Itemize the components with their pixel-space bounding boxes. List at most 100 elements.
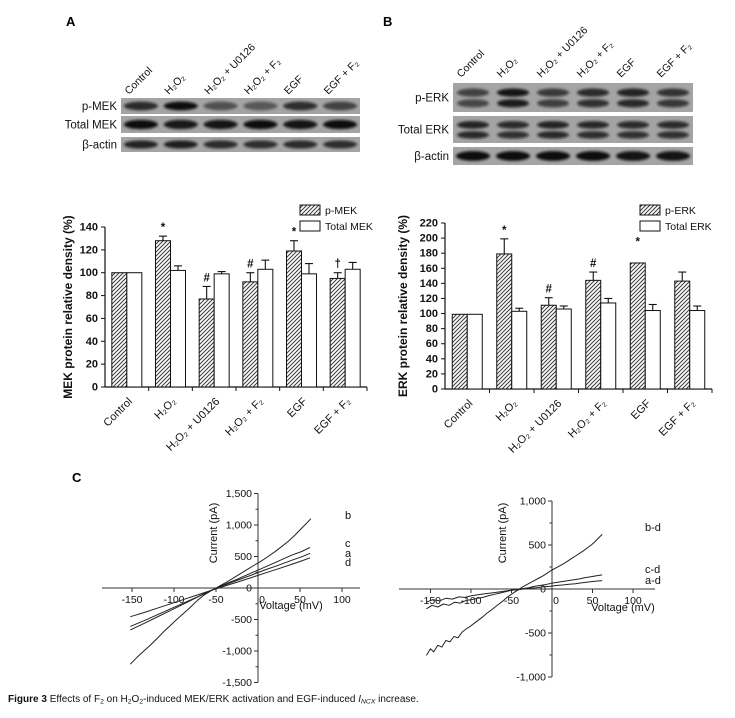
caption-text: -induced MEK/ERK activation and EGF-indu… — [143, 694, 359, 705]
lane-label: H₂O₂ + F₂ — [242, 56, 283, 97]
curve-a-d — [426, 580, 603, 603]
y-tick-label: -1,500 — [222, 677, 252, 689]
blot-band — [656, 151, 690, 161]
bar-p-mek — [111, 272, 128, 388]
blot-band — [657, 99, 689, 108]
y-tick-label: 20 — [86, 359, 98, 371]
blot-band — [617, 99, 649, 108]
significance-marker: * — [161, 222, 166, 234]
y-tick-label: 160 — [420, 263, 438, 275]
lane-label: EGF — [282, 73, 306, 97]
blot-strip — [453, 83, 693, 112]
blot-band — [243, 140, 278, 149]
bar-p-erk — [585, 279, 602, 390]
blot-band — [537, 121, 569, 129]
lane-label: H₂O₂ — [162, 72, 187, 97]
x-tick-label: 100 — [333, 594, 351, 606]
y-tick-label: -500 — [231, 614, 252, 626]
blot-strip-shade — [453, 116, 693, 143]
blot-band — [576, 151, 610, 161]
blot-band — [497, 131, 529, 139]
bar-total-mek — [213, 273, 230, 388]
blot-band — [323, 140, 358, 149]
legend-swatch — [639, 220, 661, 232]
blot-band — [537, 131, 569, 139]
bar-p-erk — [451, 313, 468, 390]
legend-label: p-MEK — [325, 205, 357, 217]
blot-band — [577, 131, 609, 139]
category-label: Control — [442, 398, 476, 432]
blot-band — [617, 121, 649, 129]
bar-p-erk — [629, 262, 646, 390]
category-label: EGF + F₂ — [657, 398, 698, 439]
category-label: H₂O₂ + F₂ — [566, 398, 609, 441]
y-axis-title: MEK protein relative density (%) — [61, 215, 75, 398]
panel-b-bar-chart: 0 20 40 60 80 100 120 140 160 180 200 220 ERK protei… — [396, 204, 713, 456]
blot-band — [657, 121, 689, 129]
y-tick-label: 0 — [432, 384, 438, 396]
bar-total-erk — [644, 310, 661, 390]
bar-p-mek — [198, 298, 215, 388]
blot-band — [243, 101, 278, 111]
blot-row-label: p-ERK — [415, 93, 449, 105]
blot-row-label: β-actin — [82, 140, 117, 152]
blot-band — [617, 131, 649, 139]
y-tick-label: 500 — [234, 551, 252, 563]
x-tick-label: -50 — [504, 595, 519, 607]
legend-swatch — [299, 204, 321, 216]
curve-label: b — [345, 510, 351, 522]
category-label: EGF + F₂ — [312, 396, 353, 437]
blot-band — [283, 101, 318, 111]
y-tick-label: 40 — [426, 353, 438, 365]
curve-label: c-d — [645, 564, 660, 576]
blot-band — [163, 140, 198, 149]
bar-total-mek — [126, 272, 143, 388]
x-tick-label: -50 — [208, 594, 223, 606]
significance-marker: # — [590, 258, 597, 270]
blot-band — [457, 131, 489, 139]
lane-label: EGF — [615, 56, 639, 80]
blot-band — [617, 88, 649, 97]
blot-band — [497, 88, 529, 97]
y-tick-label: -1,000 — [516, 672, 546, 684]
bar-p-mek — [155, 240, 171, 388]
bar-total-erk — [466, 313, 483, 390]
bar-total-erk — [511, 310, 528, 390]
x-tick-label: 50 — [587, 595, 599, 607]
lane-label: H₂O₂ — [495, 55, 520, 80]
blot-band — [203, 140, 238, 149]
legend-label: Total ERK — [665, 221, 712, 233]
blot-row-label: Total MEK — [65, 120, 118, 132]
blot-band — [657, 88, 689, 97]
legend-label: p-ERK — [665, 205, 696, 217]
blot-band — [537, 99, 569, 108]
y-tick-label: 500 — [528, 540, 546, 552]
bar-total-mek — [257, 268, 274, 388]
blot-strip — [453, 116, 693, 143]
caption-text: I — [358, 694, 361, 705]
blot-band — [496, 151, 530, 161]
blot-row-label: β-actin — [414, 151, 449, 163]
caption-text: Effects of F — [49, 694, 101, 705]
bar-p-mek — [329, 277, 346, 388]
y-tick-label: 1,000 — [226, 520, 252, 532]
panel-c-iv-plot-left: -150 -100 -50 0 50 100-1,500-1,000-50005001,0… — [102, 488, 360, 689]
significance-marker: # — [203, 272, 210, 284]
curve-c — [130, 546, 311, 631]
legend-swatch — [299, 220, 321, 232]
blot-band — [577, 99, 609, 108]
curve-b-d — [425, 534, 603, 656]
y-tick-label: 140 — [420, 278, 438, 290]
curve-label: b-d — [645, 522, 661, 534]
blot-band — [283, 119, 318, 130]
bar-p-mek — [242, 281, 259, 388]
lane-label: EGF + F₂ — [322, 57, 362, 97]
significance-marker: † — [334, 259, 340, 271]
category-label: H₂O₂ + F₂ — [223, 396, 266, 439]
category-label: H₂O₂ — [152, 396, 178, 422]
blot-band — [497, 99, 529, 108]
y-axis-title: Current (pA) — [497, 503, 509, 564]
blot-band — [537, 88, 569, 97]
